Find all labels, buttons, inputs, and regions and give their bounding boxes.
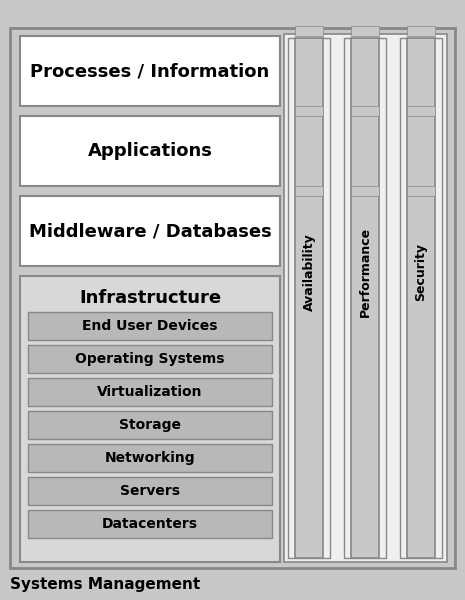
Text: Security: Security — [414, 243, 427, 301]
Bar — [407, 186, 435, 196]
Bar — [407, 106, 435, 116]
Text: Operating Systems: Operating Systems — [75, 352, 225, 366]
Bar — [284, 34, 447, 562]
Bar — [295, 38, 323, 558]
Bar — [351, 26, 379, 36]
Bar — [400, 38, 442, 558]
Bar — [20, 276, 280, 562]
Bar — [20, 196, 280, 266]
Text: Middleware / Databases: Middleware / Databases — [29, 222, 272, 240]
Bar — [20, 36, 280, 106]
Text: Datacenters: Datacenters — [102, 517, 198, 531]
Text: Virtualization: Virtualization — [97, 385, 203, 399]
Bar — [351, 106, 379, 116]
Bar — [28, 378, 272, 406]
Text: Storage: Storage — [119, 418, 181, 432]
Bar — [20, 116, 280, 186]
Bar — [351, 186, 379, 196]
Bar — [407, 26, 435, 36]
Text: Networking: Networking — [105, 451, 195, 465]
Text: End User Devices: End User Devices — [82, 319, 218, 333]
Bar — [407, 38, 435, 558]
Bar — [28, 477, 272, 505]
Bar — [295, 186, 323, 196]
Bar — [28, 345, 272, 373]
Bar — [28, 312, 272, 340]
Bar — [295, 26, 323, 36]
Text: Processes / Information: Processes / Information — [30, 62, 270, 80]
Text: Availability: Availability — [303, 233, 315, 311]
Bar — [344, 38, 386, 558]
Bar — [351, 38, 379, 558]
Text: Servers: Servers — [120, 484, 180, 498]
Text: Infrastructure: Infrastructure — [79, 289, 221, 307]
Text: Performance: Performance — [359, 227, 372, 317]
Bar — [295, 106, 323, 116]
Bar — [288, 38, 330, 558]
Bar — [28, 510, 272, 538]
Bar — [28, 444, 272, 472]
Text: Applications: Applications — [87, 142, 213, 160]
Text: Systems Management: Systems Management — [10, 577, 200, 592]
Bar — [28, 411, 272, 439]
